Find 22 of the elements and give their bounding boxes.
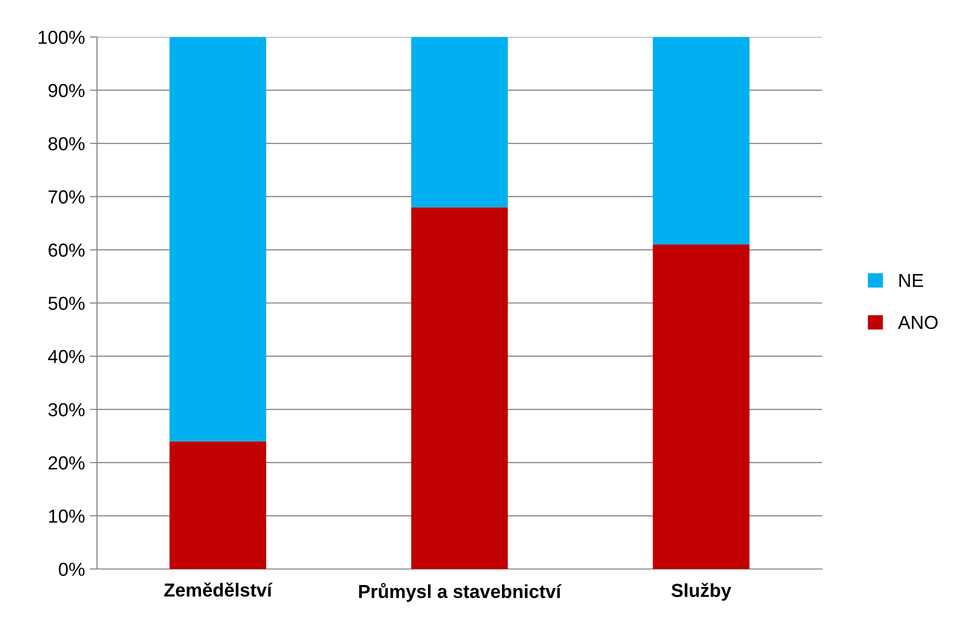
y-tick-label: 90%: [48, 84, 85, 98]
bar: [411, 207, 508, 569]
legend-label: NE: [899, 274, 924, 287]
x-tick-label: Služby: [671, 582, 732, 601]
x-tick-label: Průmysl a stavebnictví: [359, 582, 562, 602]
y-tick-label: 10%: [49, 510, 85, 523]
y-tick-label: 60%: [48, 244, 85, 257]
bar: [411, 37, 508, 208]
legend-label: ANO: [898, 316, 938, 330]
bar: [170, 441, 266, 569]
y-tick-label: 20%: [48, 456, 85, 470]
bar: [652, 244, 750, 569]
bar: [170, 37, 266, 442]
bar: [652, 37, 750, 244]
y-tick-label: 0%: [58, 562, 85, 576]
y-tick-label: 40%: [48, 350, 85, 364]
x-tick-label: Zemědělství: [164, 582, 273, 597]
y-tick-label: 50%: [48, 296, 85, 310]
y-tick-label: 70%: [48, 190, 85, 204]
y-tick-label: 80%: [48, 137, 85, 150]
y-tick-label: 100%: [38, 30, 85, 44]
y-tick-label: 30%: [48, 403, 85, 416]
